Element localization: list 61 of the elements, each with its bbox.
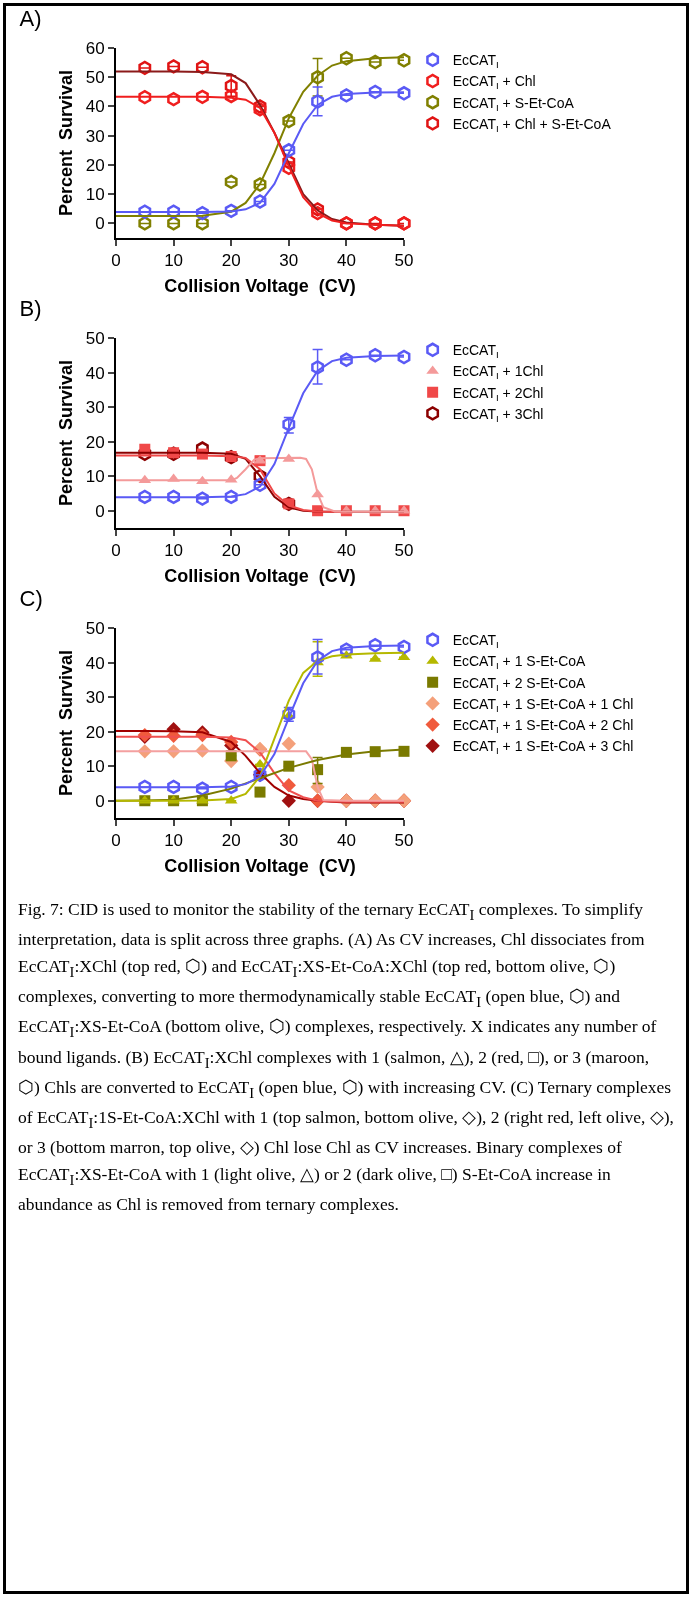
y-tick-label: 0 xyxy=(95,791,105,811)
y-axis-title: Percent Survival xyxy=(56,649,77,797)
x-tick-label: 10 xyxy=(164,541,184,561)
x-tick-label: 30 xyxy=(279,831,299,851)
x-axis-title: Collision Voltage (CV) xyxy=(164,566,356,586)
y-tick-label: 30 xyxy=(85,688,105,708)
y-tick-label: 10 xyxy=(85,185,105,205)
x-tick-label: 10 xyxy=(164,251,184,271)
x-tick-label: 50 xyxy=(394,251,414,271)
legend-label: EcCAT$_{I}$ + 2 S-Et-CoA xyxy=(452,674,587,693)
legend-label: EcCAT$_{I}$ + 1 S-Et-CoA + 2 Chl xyxy=(452,717,634,735)
y-tick-label: 50 xyxy=(85,328,105,348)
x-axis-title: Collision Voltage (CV) xyxy=(164,856,356,876)
x-tick-label: 0 xyxy=(111,251,121,271)
text: Fig. 7: CID is used to monitor the stability of the ternary EcCAT$_{I}$ complexes. To simplify interpretation, data is split across three graphs. (A) As CV increases, Chl dissociates from EcCAT$_{I}$:XChl (top red, ⬡) and EcCAT$_{I}$:XS-Et-CoA:XChl (top red, bottom olive, ⬡) complexes, converting to more thermodynamically stable EcCAT$_{I}$ (open blue, ⬡) and EcCAT$_{I}$:XS-Et-CoA (bottom olive, ⬡) complexes, respectively. X indicates any number of bound ligands. (B) EcCAT$_{I}$:XChl complexes with 1 (salmon, △), 2 (red, □), or 3 (maroon, ⬡) Chls are converted to EcCAT$_{I}$ (open blue, ⬡) with increasing CV. (C) Ternary complexes of EcCAT$_{I}$:1S-Et-CoA:XChl with 1 (top salmon, bottom olive, ◇), 2 (right red, left olive, ◇), or 3 (bottom marron, top olive, ◇) Chl lose Chl as CV increases. Binary complexes of EcCAT$_{I}$:XS-Et-CoA with 1 (light olive, △) or 2 (dark olive, □) S-Et-CoA increase in abundance as Chl is removed from ternary complexes. xyxy=(18,899,674,1214)
x-tick-label: 10 xyxy=(164,831,184,851)
chart-title: C) xyxy=(19,585,43,611)
x-tick-label: 40 xyxy=(336,541,356,561)
legend-label: EcCAT$_{I}$ + Chl xyxy=(452,73,536,92)
y-tick-label: 30 xyxy=(85,398,105,418)
y-tick-label: 50 xyxy=(85,618,105,638)
x-tick-label: 50 xyxy=(394,541,414,561)
y-tick-label: 10 xyxy=(85,757,105,777)
y-tick-label: 0 xyxy=(95,501,105,521)
x-axis-title: Collision Voltage (CV) xyxy=(164,276,356,296)
y-tick-label: 20 xyxy=(85,155,105,175)
legend-label: EcCAT$_{I}$ + 1 S-Et-CoA + 3 Chl xyxy=(452,738,634,757)
legend-label: EcCAT$_{I}$ + Chl + S-Et-CoA xyxy=(452,115,612,134)
chart-title: B) xyxy=(19,295,42,321)
y-tick-label: 40 xyxy=(85,363,105,383)
x-tick-label: 40 xyxy=(336,831,356,851)
x-tick-label: 50 xyxy=(394,831,414,851)
legend-label: EcCAT$_{I}$ + S-Et-CoA xyxy=(452,94,575,113)
chart-title: A) xyxy=(19,5,42,31)
y-tick-label: 10 xyxy=(85,467,105,487)
legend-label: EcCAT$_{I}$ + 1 S-Et-CoA + 1 Chl xyxy=(452,695,634,714)
x-tick-label: 20 xyxy=(221,251,241,271)
y-axis-title: Percent Survival xyxy=(56,359,77,507)
legend-label: EcCAT$_{I}$ xyxy=(452,52,499,71)
x-tick-label: 30 xyxy=(279,541,299,561)
y-tick-label: 0 xyxy=(95,214,105,234)
y-axis-title: Percent Survival xyxy=(56,69,77,217)
y-tick-label: 40 xyxy=(85,97,105,117)
x-tick-label: 0 xyxy=(111,541,121,561)
y-tick-label: 20 xyxy=(85,432,105,452)
y-tick-label: 30 xyxy=(85,126,105,146)
legend-label: EcCAT$_{I}$ + 3Chl xyxy=(452,405,544,424)
legend-label: EcCAT$_{I}$ + 1Chl xyxy=(452,363,544,382)
legend-label: EcCAT$_{I}$ + 2Chl xyxy=(452,384,544,403)
y-tick-label: 50 xyxy=(85,68,105,88)
legend-label: EcCAT$_{I}$ + 1 S-Et-CoA xyxy=(452,653,587,672)
legend-label: EcCAT$_{I}$ xyxy=(452,632,499,651)
y-tick-label: 20 xyxy=(85,722,105,742)
legend-label: EcCAT$_{I}$ xyxy=(452,342,499,361)
x-tick-label: 20 xyxy=(221,541,241,561)
y-tick-label: 40 xyxy=(85,653,105,673)
x-tick-label: 30 xyxy=(279,251,299,271)
x-tick-label: 0 xyxy=(111,831,121,851)
x-tick-label: 20 xyxy=(221,831,241,851)
y-tick-label: 60 xyxy=(85,38,105,58)
x-tick-label: 40 xyxy=(336,251,356,271)
